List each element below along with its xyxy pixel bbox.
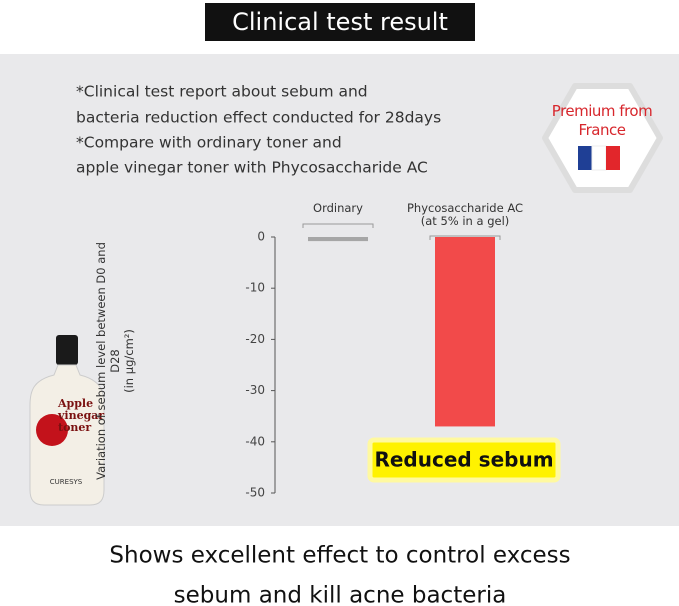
bar: [435, 237, 495, 427]
y-tick-label: -30: [245, 383, 265, 397]
title: Clinical test result: [232, 8, 448, 36]
note: *Clinical test report about sebum and: [76, 83, 368, 101]
note: apple vinegar toner with Phycosaccharide…: [76, 159, 428, 177]
product-name: Apple vinegar toner: [58, 397, 105, 434]
y-tick-label: -40: [245, 434, 265, 448]
badge-text: Premium from France: [551, 102, 653, 139]
footer-line: Shows excellent effect to control excess: [109, 543, 570, 569]
flag-red: [606, 146, 620, 170]
flag-white: [591, 145, 607, 171]
y-tick-label: 0: [257, 230, 265, 244]
y-tick-label: -50: [245, 486, 265, 500]
annotation: Reduced sebum: [374, 448, 553, 472]
badge-shape: [542, 83, 663, 193]
x-tick-label: Phycosaccharide AC (at 5% in a gel): [406, 201, 524, 228]
note: *Compare with ordinary toner and: [76, 134, 342, 152]
flag-blue: [578, 146, 592, 170]
note: bacteria reduction effect conducted for …: [76, 109, 441, 127]
y-tick-label: -20: [245, 332, 265, 346]
annotation-box: [367, 437, 561, 483]
product-brand: CURESYS: [49, 478, 83, 486]
title-box: [205, 3, 475, 41]
label-bracket: [302, 223, 374, 228]
label-bracket: [429, 235, 501, 240]
y-tick-label: -10: [245, 281, 265, 295]
bar: [308, 237, 368, 242]
y-axis-label: Variation of sebum level between D0 and …: [94, 242, 136, 480]
x-tick-label: Ordinary: [313, 201, 363, 215]
footer-line: sebum and kill acne bacteria: [174, 583, 507, 606]
bottle-cap: [56, 335, 78, 365]
apple: [36, 414, 68, 446]
